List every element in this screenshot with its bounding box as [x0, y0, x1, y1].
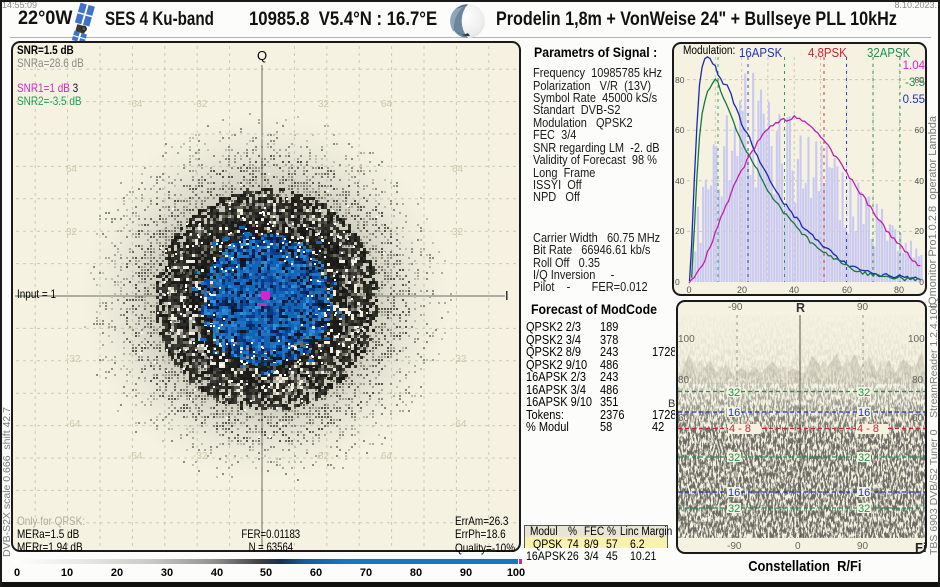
svg-text:32: 32 — [858, 452, 870, 464]
svg-text:16: 16 — [858, 487, 870, 499]
svg-text:32: 32 — [858, 503, 870, 515]
svg-text:32: 32 — [728, 452, 740, 464]
svg-text:16: 16 — [728, 407, 740, 419]
svg-text:32: 32 — [728, 387, 740, 399]
svg-text:4 - 8: 4 - 8 — [857, 423, 879, 435]
svg-text:32: 32 — [858, 387, 870, 399]
svg-text:4 - 8: 4 - 8 — [729, 423, 751, 435]
svg-text:16: 16 — [858, 407, 870, 419]
svg-text:16: 16 — [728, 487, 740, 499]
svg-text:32: 32 — [728, 503, 740, 515]
